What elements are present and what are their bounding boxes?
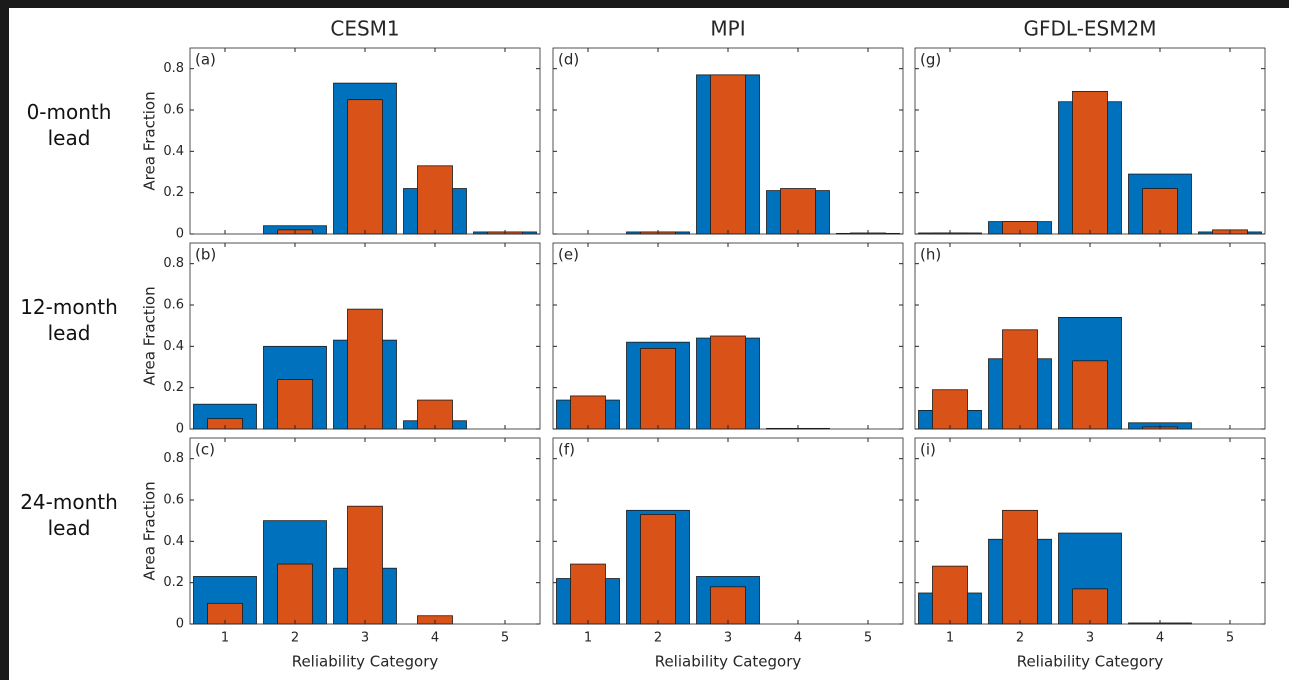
y-tick-label: 0.2 — [163, 575, 184, 590]
bar — [932, 565, 968, 625]
x-axis-title: Reliability Category — [655, 653, 802, 671]
bar — [1142, 188, 1178, 235]
panel-label: (a) — [195, 51, 216, 69]
x-tick-label: 4 — [431, 631, 439, 646]
bar — [640, 347, 676, 430]
y-tick-label: 0.6 — [163, 298, 184, 313]
x-tick-label: 1 — [946, 631, 954, 646]
column-title: MPI — [710, 17, 745, 41]
x-tick-label: 3 — [1086, 631, 1094, 646]
bar — [1002, 329, 1038, 430]
left-frame — [0, 0, 9, 680]
bar — [780, 188, 816, 235]
bar — [347, 505, 383, 625]
x-tick-label: 4 — [1156, 631, 1164, 646]
row-label: 24-month lead — [20, 490, 118, 540]
x-tick-label: 1 — [584, 631, 592, 646]
y-tick-label: 0.6 — [163, 103, 184, 118]
y-tick-label: 0.6 — [163, 493, 184, 508]
x-tick-label: 2 — [654, 631, 662, 646]
y-tick-label: 0.8 — [163, 256, 184, 271]
x-tick-label: 3 — [724, 631, 732, 646]
bar — [570, 395, 606, 430]
panel-label: (g) — [920, 51, 941, 69]
y-tick-label: 0.8 — [163, 61, 184, 76]
column-title: CESM1 — [330, 17, 399, 41]
y-tick-label: 0 — [176, 617, 184, 632]
y-tick-label: 0.2 — [163, 380, 184, 395]
panel-label: (c) — [195, 441, 215, 459]
panel-label: (d) — [558, 51, 579, 69]
panel-label: (b) — [195, 246, 216, 264]
row-label: 0-month lead — [26, 100, 112, 150]
panel-label: (e) — [558, 246, 579, 264]
panel-label: (i) — [920, 441, 936, 459]
bar — [1072, 360, 1108, 430]
bar — [417, 165, 453, 235]
bar — [417, 399, 453, 430]
top-frame — [0, 0, 1289, 8]
bar — [1002, 509, 1038, 625]
bar — [1072, 91, 1108, 235]
bar — [710, 335, 746, 430]
y-tick-label: 0 — [176, 422, 184, 437]
y-axis-title: Area Fraction — [141, 286, 159, 385]
x-tick-label: 2 — [291, 631, 299, 646]
y-tick-label: 0.4 — [163, 144, 184, 159]
x-tick-label: 5 — [501, 631, 509, 646]
x-axis-title: Reliability Category — [292, 653, 439, 671]
bar — [1072, 588, 1108, 625]
bar — [277, 563, 313, 625]
x-tick-label: 3 — [361, 631, 369, 646]
bar — [570, 563, 606, 625]
x-tick-label: 5 — [864, 631, 872, 646]
x-tick-label: 5 — [1226, 631, 1234, 646]
x-tick-label: 2 — [1016, 631, 1024, 646]
x-axis-title: Reliability Category — [1017, 653, 1164, 671]
bar — [640, 514, 676, 625]
bar — [347, 308, 383, 430]
y-tick-label: 0.2 — [163, 185, 184, 200]
panel-label: (h) — [920, 246, 941, 264]
bar — [710, 586, 746, 625]
y-tick-label: 0 — [176, 227, 184, 242]
y-tick-label: 0.4 — [163, 339, 184, 354]
y-axis-title: Area Fraction — [141, 481, 159, 580]
bar — [710, 74, 746, 235]
row-label: 12-month lead — [20, 295, 118, 345]
bar — [347, 99, 383, 235]
bar — [932, 389, 968, 430]
panel-label: (f) — [558, 441, 575, 459]
x-tick-label: 1 — [221, 631, 229, 646]
column-title: GFDL-ESM2M — [1024, 17, 1157, 41]
y-tick-label: 0.4 — [163, 534, 184, 549]
x-tick-label: 4 — [794, 631, 802, 646]
y-axis-title: Area Fraction — [141, 91, 159, 190]
bar — [277, 378, 313, 430]
y-tick-label: 0.8 — [163, 451, 184, 466]
